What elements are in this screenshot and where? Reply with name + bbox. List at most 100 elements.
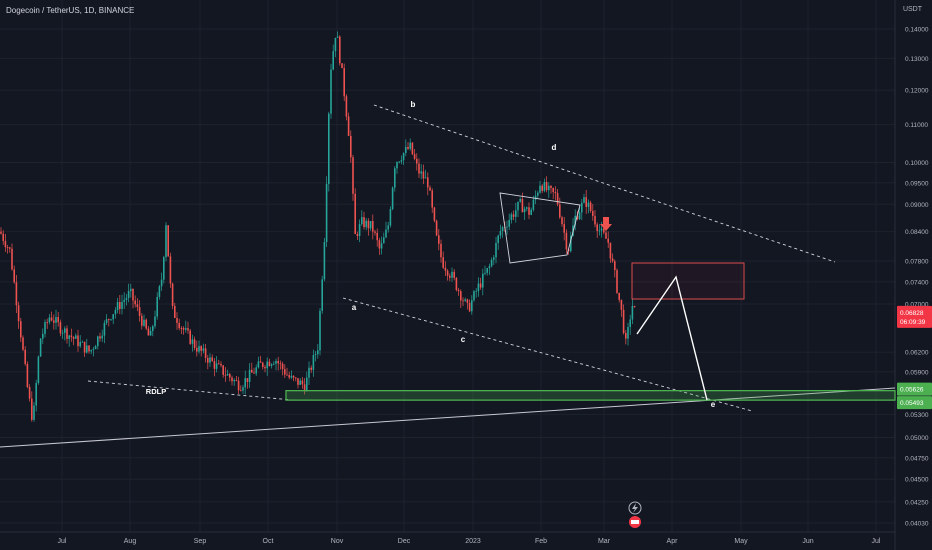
candle-body	[550, 185, 552, 188]
candle-body	[273, 363, 275, 365]
candle-body	[55, 317, 57, 323]
candle-body	[39, 338, 42, 357]
candle-body	[493, 257, 495, 260]
support-zone	[285, 389, 896, 401]
chart-title: Dogecoin / TetherUS, 1D, BINANCE	[6, 6, 135, 15]
candle-body	[0, 231, 2, 234]
candle-body	[402, 152, 405, 161]
time-tick: Jul	[872, 538, 881, 545]
candle-body	[42, 333, 44, 339]
candle-body	[570, 235, 572, 252]
candle-body	[198, 346, 200, 352]
candle-body	[343, 68, 345, 97]
candle-body	[211, 357, 213, 362]
candle-body	[438, 235, 440, 244]
candle-body	[204, 348, 207, 358]
candle-body	[275, 360, 277, 364]
candle-body	[226, 374, 229, 376]
candle-body	[143, 319, 145, 326]
candle-body	[268, 361, 271, 366]
event-flag-glyph-icon	[631, 520, 639, 524]
price-tick: 0.06200	[905, 350, 929, 357]
candle-body	[207, 357, 209, 363]
candle-body	[422, 171, 425, 179]
candle-body	[319, 310, 321, 351]
candle-body	[499, 231, 502, 236]
candle-body	[81, 341, 84, 343]
candle-body	[541, 185, 543, 191]
candle-body	[31, 398, 33, 420]
candle-body	[620, 299, 623, 310]
candle-body	[475, 291, 477, 293]
price-tick: 0.04030	[905, 521, 929, 528]
candle-body	[196, 347, 198, 352]
candle-body	[563, 224, 565, 233]
candle-body	[136, 304, 139, 308]
candle-body	[28, 387, 31, 399]
candle-body	[455, 277, 458, 291]
price-tick: 0.13000	[905, 56, 929, 63]
candle-body	[257, 361, 260, 368]
candle-body	[277, 360, 279, 364]
candle-body	[48, 317, 51, 323]
candle-body	[332, 51, 334, 70]
candle-body	[341, 63, 343, 69]
candle-body	[442, 257, 444, 268]
candle-body	[288, 375, 290, 378]
candle-body	[433, 207, 436, 221]
candle-body	[77, 335, 79, 347]
candle-body	[354, 193, 356, 235]
candle-body	[526, 207, 528, 209]
candle-body	[330, 69, 332, 114]
candle-body	[149, 330, 152, 336]
zone-upper-tag-text: 0.05626	[900, 387, 924, 394]
candle-body	[59, 322, 62, 334]
candle-body	[233, 379, 235, 382]
candle-body	[103, 322, 106, 336]
candle-body	[598, 230, 601, 232]
candle-body	[270, 364, 273, 366]
candle-body	[380, 243, 383, 249]
candle-body	[605, 232, 607, 239]
time-tick: Nov	[331, 538, 344, 545]
candle-body	[266, 361, 268, 369]
candle-body	[242, 387, 244, 391]
candle-body	[97, 336, 99, 347]
candle-body	[147, 328, 150, 336]
candle-body	[495, 242, 497, 258]
candle-body	[429, 187, 431, 191]
candle-body	[240, 390, 242, 392]
candle-body	[182, 328, 185, 330]
candle-body	[112, 314, 114, 320]
candle-body	[2, 233, 4, 241]
candle-body	[279, 363, 282, 365]
candle-body	[251, 369, 253, 373]
candle-body	[587, 202, 590, 207]
long-support-line	[0, 387, 896, 448]
candle-body	[398, 161, 400, 163]
candle-body	[418, 163, 420, 174]
lightning-glyph-icon	[632, 503, 638, 513]
candle-body	[92, 349, 95, 351]
candle-body	[310, 367, 312, 370]
down-arrow-icon	[600, 217, 612, 231]
candle-body	[94, 346, 97, 350]
candle-body	[578, 212, 581, 220]
time-axis[interactable]: Jul Aug Sep Oct Nov Dec 2023 Feb Mar Apr May Jun Jul	[58, 538, 881, 545]
candle-body	[369, 220, 372, 229]
candle-body	[394, 168, 396, 188]
price-axis[interactable]: 0.14000 0.13000 0.12000 0.11000 0.10000 0.095…	[897, 27, 932, 528]
candle-body	[284, 369, 286, 375]
candle-body	[123, 299, 125, 302]
price-tick: 0.04500	[905, 477, 929, 484]
candle-body	[213, 361, 216, 369]
candle-body	[13, 269, 15, 283]
candle-body	[116, 302, 119, 311]
candle-body	[15, 282, 18, 306]
candle-body	[66, 328, 68, 339]
candle-body	[167, 225, 169, 257]
price-tick: 0.10000	[905, 160, 929, 167]
price-tick: 0.09500	[905, 180, 929, 187]
candle-body	[409, 142, 411, 149]
